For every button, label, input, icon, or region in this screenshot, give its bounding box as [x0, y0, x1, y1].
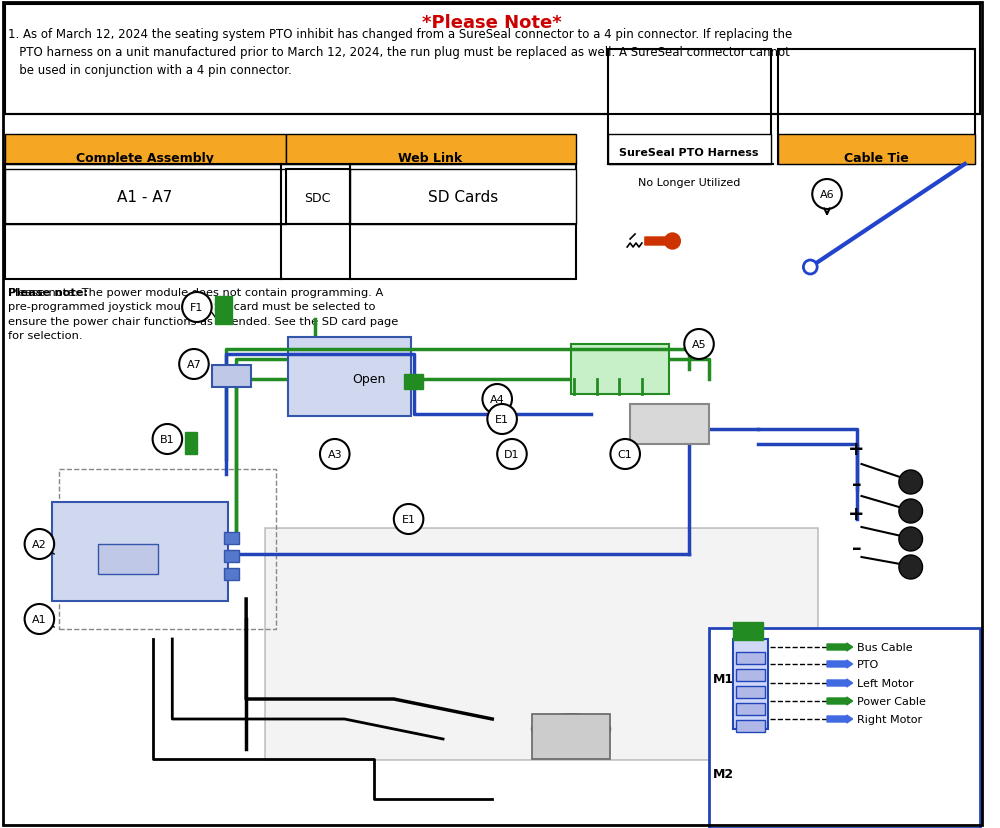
- Bar: [709, 628, 980, 828]
- Circle shape: [182, 292, 212, 323]
- Circle shape: [899, 556, 923, 580]
- Bar: [736, 686, 765, 698]
- Text: B1: B1: [160, 435, 175, 445]
- Text: E1: E1: [495, 415, 509, 425]
- Bar: [778, 135, 975, 165]
- FancyArrow shape: [827, 697, 853, 705]
- Bar: [286, 135, 576, 165]
- Text: A1 - A7: A1 - A7: [117, 190, 172, 205]
- Bar: [5, 5, 980, 115]
- FancyBboxPatch shape: [52, 503, 228, 601]
- Text: No Longer Utilized: No Longer Utilized: [638, 178, 740, 188]
- Text: –: –: [852, 475, 861, 494]
- FancyArrow shape: [827, 715, 853, 723]
- Bar: [59, 469, 276, 629]
- Text: A6: A6: [820, 190, 834, 200]
- Text: Please note: The power module does not contain programming. A
pre-programmed joy: Please note: The power module does not c…: [8, 287, 398, 341]
- Bar: [5, 165, 576, 280]
- Bar: [532, 714, 610, 759]
- Circle shape: [684, 330, 714, 359]
- Text: Cable Tie: Cable Tie: [844, 152, 909, 165]
- Text: Complete Assembly: Complete Assembly: [76, 152, 214, 165]
- Text: Bus Cable: Bus Cable: [857, 643, 912, 652]
- Bar: [736, 720, 765, 732]
- Text: Please note:: Please note:: [8, 287, 88, 297]
- FancyArrow shape: [827, 643, 853, 651]
- Bar: [608, 135, 771, 165]
- Bar: [224, 551, 239, 562]
- FancyArrow shape: [827, 660, 853, 668]
- Text: Open: Open: [352, 373, 386, 386]
- Text: F1: F1: [190, 303, 204, 313]
- FancyArrow shape: [827, 679, 853, 687]
- Circle shape: [153, 425, 182, 455]
- Bar: [778, 50, 975, 165]
- Text: SDC: SDC: [304, 191, 330, 205]
- Text: +: +: [848, 440, 865, 459]
- Circle shape: [812, 180, 842, 209]
- Bar: [5, 170, 286, 224]
- Circle shape: [899, 499, 923, 523]
- Circle shape: [25, 604, 54, 634]
- Text: A4: A4: [490, 394, 505, 405]
- Text: M2: M2: [713, 768, 734, 781]
- Bar: [736, 669, 765, 681]
- FancyBboxPatch shape: [288, 338, 411, 416]
- Text: A2: A2: [32, 539, 47, 549]
- Bar: [215, 296, 232, 325]
- Circle shape: [179, 349, 209, 379]
- Text: *Please Note*: *Please Note*: [422, 14, 562, 32]
- Text: Left Motor: Left Motor: [857, 678, 913, 688]
- Circle shape: [487, 405, 517, 435]
- Text: A3: A3: [327, 450, 342, 460]
- Circle shape: [803, 261, 817, 275]
- Bar: [212, 365, 251, 388]
- FancyBboxPatch shape: [265, 528, 818, 760]
- Text: Right Motor: Right Motor: [857, 714, 922, 724]
- Text: E1: E1: [402, 514, 416, 524]
- Text: –: –: [852, 538, 861, 556]
- Bar: [5, 135, 286, 165]
- Circle shape: [25, 529, 54, 560]
- Text: Web Link: Web Link: [398, 152, 462, 165]
- Text: A1: A1: [32, 614, 47, 624]
- Circle shape: [482, 384, 512, 415]
- Circle shape: [899, 527, 923, 551]
- Text: SD Cards: SD Cards: [428, 190, 498, 205]
- Bar: [185, 432, 197, 455]
- Text: A5: A5: [692, 339, 706, 349]
- Text: SureSeal PTO Harness: SureSeal PTO Harness: [619, 148, 759, 158]
- Bar: [224, 568, 239, 580]
- Text: 1. As of March 12, 2024 the seating system PTO inhibit has changed from a SureSe: 1. As of March 12, 2024 the seating syst…: [8, 28, 792, 77]
- Text: M1: M1: [713, 672, 734, 686]
- Bar: [571, 344, 669, 394]
- Text: D1: D1: [504, 450, 520, 460]
- Bar: [733, 623, 763, 640]
- FancyArrow shape: [645, 237, 680, 247]
- Bar: [630, 405, 709, 445]
- Text: C1: C1: [618, 450, 633, 460]
- Bar: [286, 170, 350, 224]
- Bar: [98, 544, 158, 575]
- Text: +: +: [848, 505, 865, 524]
- Circle shape: [899, 470, 923, 494]
- Circle shape: [665, 233, 680, 250]
- Circle shape: [610, 440, 640, 469]
- Circle shape: [394, 504, 423, 534]
- Bar: [404, 374, 423, 389]
- Circle shape: [497, 440, 527, 469]
- Text: Power Cable: Power Cable: [857, 696, 925, 706]
- Ellipse shape: [532, 714, 610, 744]
- Bar: [736, 652, 765, 664]
- Bar: [733, 639, 768, 729]
- Bar: [736, 703, 765, 715]
- Circle shape: [320, 440, 350, 469]
- Text: PTO: PTO: [857, 659, 879, 669]
- Bar: [608, 50, 771, 165]
- Bar: [350, 170, 576, 224]
- Text: A7: A7: [187, 359, 201, 369]
- Bar: [224, 532, 239, 544]
